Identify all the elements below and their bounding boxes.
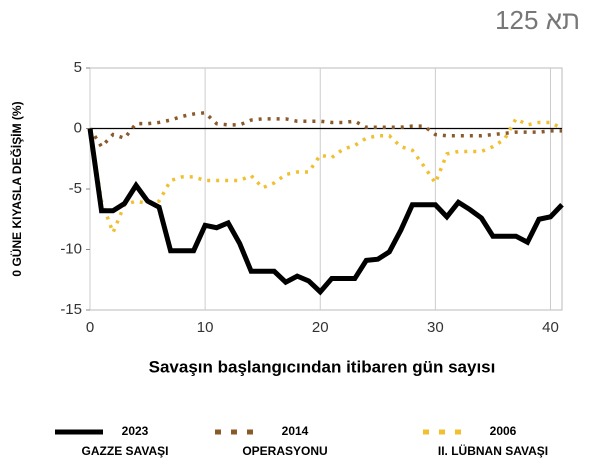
y-tick-label: -5 bbox=[69, 180, 82, 197]
y-tick-label: 5 bbox=[74, 59, 82, 76]
y-axis-label: 0 GÜNE KIYASLA DEĞİŞİM (%) bbox=[9, 101, 24, 276]
series-line bbox=[88, 110, 562, 150]
plot-frame bbox=[89, 67, 563, 311]
y-tick-label: 0 bbox=[74, 119, 82, 136]
x-tick-label: 40 bbox=[542, 319, 559, 336]
x-tick-label: 20 bbox=[312, 319, 329, 336]
x-tick-label: 30 bbox=[427, 319, 444, 336]
legend-name: 2014 bbox=[282, 424, 309, 438]
legend-name: 2006 bbox=[490, 424, 517, 438]
legend-label: OPERASYONU bbox=[242, 444, 327, 458]
x-tick-label: 10 bbox=[197, 319, 214, 336]
x-tick-label: 0 bbox=[86, 319, 94, 336]
series-line bbox=[88, 116, 563, 238]
legend-name: 2023 bbox=[122, 424, 149, 438]
series-line bbox=[87, 128, 564, 296]
header-text: תא 125 bbox=[495, 5, 580, 35]
y-tick-label: -15 bbox=[60, 301, 82, 318]
legend-label: GAZZE SAVAŞI bbox=[82, 444, 169, 458]
x-axis-label: Savaşın başlangıcından itibaren gün sayı… bbox=[149, 357, 496, 376]
legend-label: II. LÜBNAN SAVAŞI bbox=[438, 443, 548, 458]
y-tick-label: -10 bbox=[60, 240, 82, 257]
